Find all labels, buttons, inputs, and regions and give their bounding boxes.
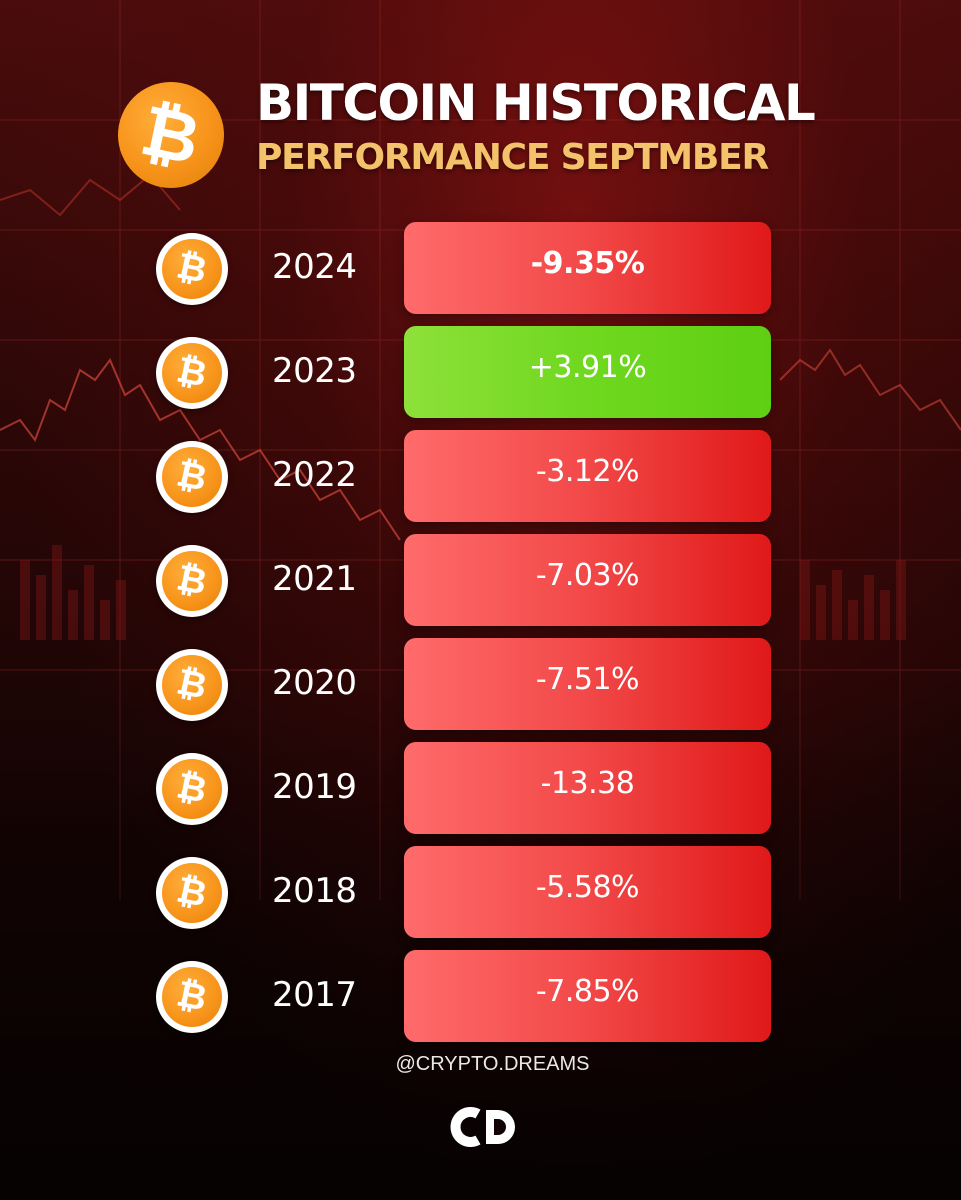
performance-row: ₿ 2024 -9.35% — [0, 222, 961, 314]
performance-value: -3.12% — [535, 454, 640, 489]
page-title: BITCOIN HISTORICAL — [256, 74, 816, 132]
brand-logo — [450, 1107, 515, 1147]
performance-value: -7.51% — [535, 662, 640, 697]
performance-row: ₿ 2023 +3.91% — [0, 326, 961, 418]
bitcoin-icon: ₿ — [173, 557, 211, 604]
performance-pill: -5.58% — [404, 846, 771, 938]
year-label: 2024 — [272, 247, 357, 287]
bitcoin-logo: ₿ — [118, 82, 224, 188]
performance-pill: -9.35% — [404, 222, 771, 314]
coin-badge: ₿ — [156, 545, 228, 617]
year-label: 2019 — [272, 767, 357, 807]
performance-pill: -7.03% — [404, 534, 771, 626]
bitcoin-icon: ₿ — [173, 245, 211, 292]
coin-badge: ₿ — [156, 753, 228, 825]
coin-badge: ₿ — [156, 961, 228, 1033]
bitcoin-icon: ₿ — [173, 765, 211, 812]
performance-value: -13.38 — [540, 766, 635, 801]
coin-badge: ₿ — [156, 337, 228, 409]
bitcoin-icon: ₿ — [173, 453, 211, 500]
bitcoin-icon: ₿ — [173, 973, 211, 1020]
bitcoin-icon: ₿ — [173, 349, 211, 396]
performance-value: -5.58% — [535, 870, 640, 905]
year-label: 2021 — [272, 559, 357, 599]
performance-pill: -13.38 — [404, 742, 771, 834]
year-label: 2022 — [272, 455, 357, 495]
coin-badge: ₿ — [156, 857, 228, 929]
performance-pill: +3.91% — [404, 326, 771, 418]
performance-value: +3.91% — [528, 350, 647, 385]
coin-badge: ₿ — [156, 649, 228, 721]
performance-pill: -7.85% — [404, 950, 771, 1042]
year-label: 2020 — [272, 663, 357, 703]
coin-badge: ₿ — [156, 441, 228, 513]
performance-value: -9.35% — [530, 246, 645, 281]
performance-row: ₿ 2017 -7.85% — [0, 950, 961, 1042]
performance-value: -7.85% — [535, 974, 640, 1009]
bitcoin-icon: ₿ — [134, 88, 208, 182]
performance-pill: -7.51% — [404, 638, 771, 730]
performance-row: ₿ 2020 -7.51% — [0, 638, 961, 730]
performance-row: ₿ 2022 -3.12% — [0, 430, 961, 522]
page-subtitle: PERFORMANCE SEPTMBER — [256, 137, 769, 178]
performance-row: ₿ 2019 -13.38 — [0, 742, 961, 834]
year-label: 2017 — [272, 975, 357, 1015]
bitcoin-icon: ₿ — [173, 661, 211, 708]
bitcoin-icon: ₿ — [173, 869, 211, 916]
performance-row: ₿ 2018 -5.58% — [0, 846, 961, 938]
year-label: 2018 — [272, 871, 357, 911]
coin-badge: ₿ — [156, 233, 228, 305]
year-label: 2023 — [272, 351, 357, 391]
performance-row: ₿ 2021 -7.03% — [0, 534, 961, 626]
performance-pill: -3.12% — [404, 430, 771, 522]
performance-value: -7.03% — [535, 558, 640, 593]
social-handle: @CRYPTO.DREAMS — [395, 1053, 590, 1075]
